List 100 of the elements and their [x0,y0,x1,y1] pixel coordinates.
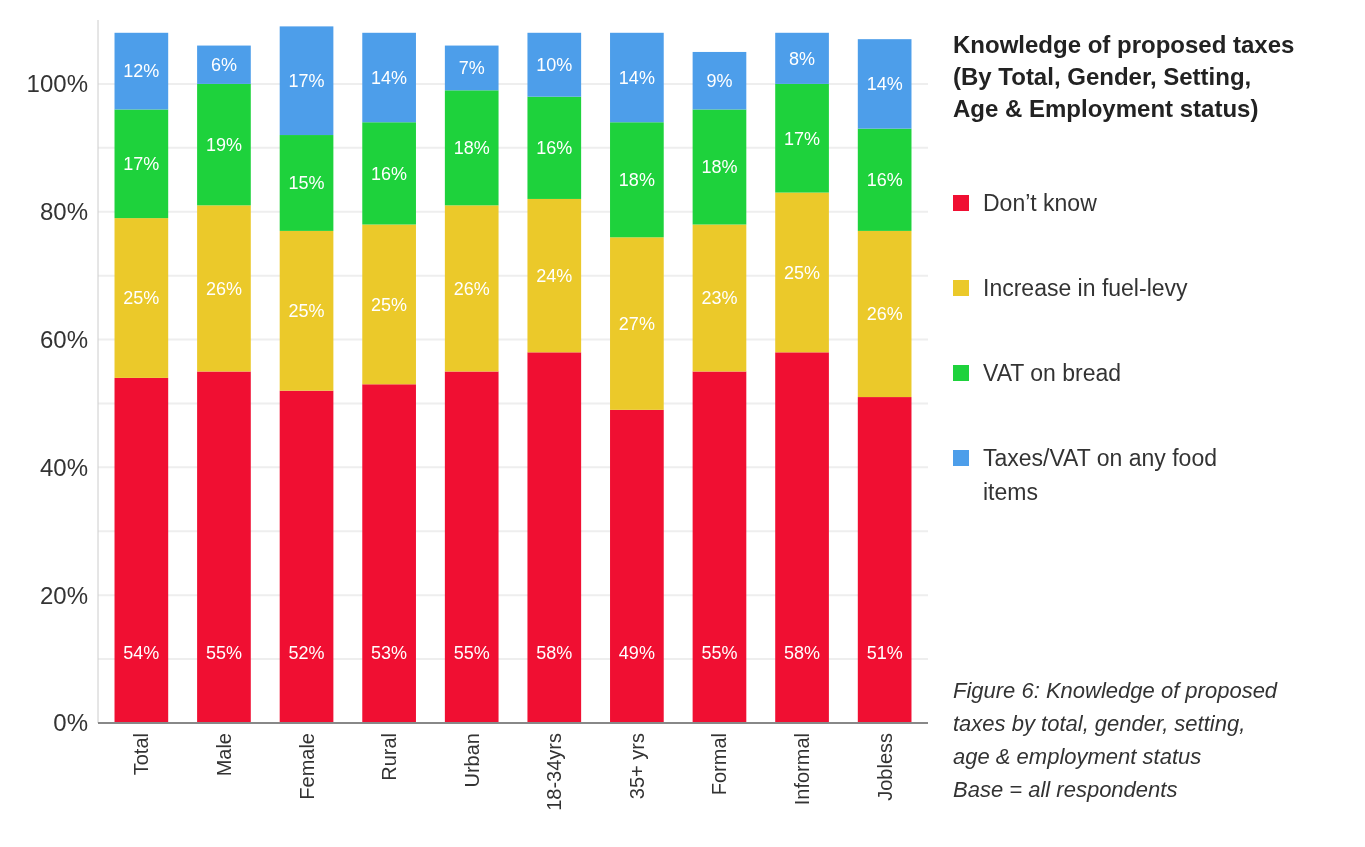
data-label: 7% [458,58,485,79]
bar [527,198,582,353]
legend-label: Taxes/VAT on any food items [983,445,1217,506]
bar [362,32,416,123]
bar [197,45,251,84]
data-label: 24% [536,265,573,286]
data-label: 25% [123,288,160,309]
data-label: 54% [123,643,160,664]
bar [279,26,334,136]
data-label: 53% [371,643,408,664]
text: Base = all respondents [953,777,1178,802]
x-tick-label: 35+ yrs [625,733,648,800]
data-label: 25% [784,262,821,283]
bar [279,390,334,723]
bar [362,224,416,385]
x-tick-label: Informal [791,733,814,806]
data-label: 23% [701,288,738,309]
bar [857,397,912,723]
data-label: 17% [123,154,160,175]
bar [444,205,499,372]
bar [775,352,829,723]
y-tick-label: 100% [26,70,88,98]
bar [197,83,251,206]
bar [197,205,251,372]
data-label: 10% [536,55,573,76]
y-tick-label: 0% [53,709,88,737]
data-label: 55% [453,643,490,664]
text: Knowledge of proposed taxes (By Total, Gender, Setting, Age & Employment status) [953,31,1295,122]
bar [692,371,747,723]
data-label: 51% [866,643,903,664]
x-tick-label: Rural [378,733,401,781]
bar [610,122,664,238]
data-label: 27% [618,313,655,334]
bar [114,377,169,723]
data-label: 8% [789,48,816,69]
bar [362,384,416,723]
data-label: 17% [288,71,325,92]
bar [527,352,582,723]
bar [775,192,829,353]
data-label: 9% [706,71,733,92]
data-label: 55% [701,643,738,664]
bar [527,32,582,97]
data-label: 18% [701,157,738,178]
data-label: 16% [866,170,903,191]
legend-label: Don’t know [983,190,1098,217]
bar [527,96,582,199]
legend-label: VAT on bread [983,360,1122,387]
data-label: 12% [123,61,160,82]
data-label: 16% [536,138,573,159]
y-tick-label: 60% [39,325,88,353]
bar [362,122,416,225]
data-label: 6% [210,55,237,76]
data-label: 17% [784,128,821,149]
x-tick-label: Urban [460,733,483,788]
bar [444,90,499,206]
data-label: 49% [618,643,655,664]
data-label: 19% [205,134,242,155]
bar [775,83,829,193]
data-label: 26% [866,304,903,325]
y-tick-label: 20% [39,581,88,609]
x-tick-label: Male [212,733,235,777]
data-label: 14% [618,67,655,88]
data-label: 25% [288,301,325,322]
bar [610,32,664,123]
data-label: 18% [618,170,655,191]
bar [857,230,912,398]
data-label: 26% [205,278,242,299]
data-label: 18% [453,138,490,159]
x-tick-label: 18-34yrs [543,733,566,811]
bar [857,39,912,129]
bar [610,237,664,410]
x-tick-label: Total [130,733,153,776]
bar [692,51,747,110]
bar [114,109,169,219]
bar [279,230,334,391]
caption: Figure 6: Knowledge of proposed taxes by total, gender, setting, age & employment status [953,678,1278,769]
legend-label: Increase in fuel-levy [983,275,1189,302]
bar [692,224,747,372]
data-label: 55% [205,643,242,664]
bar [279,135,334,231]
bar [857,128,912,231]
data-label: 14% [866,74,903,95]
bar [610,409,664,723]
data-label: 15% [288,173,325,194]
bar [114,218,169,378]
data-label: 26% [453,278,490,299]
y-tick-label: 40% [39,453,88,481]
data-label: 58% [536,643,573,664]
bar [114,32,169,110]
bar [692,109,747,225]
data-label: 16% [371,163,408,184]
x-tick-label: Jobless [873,733,896,801]
bar [197,371,251,723]
bar [444,371,499,723]
x-tick-label: Female [295,733,318,800]
data-label: 52% [288,643,325,664]
data-label: 58% [784,643,821,664]
data-label: 14% [371,67,408,88]
x-tick-label: Formal [708,733,731,796]
bar [444,45,499,91]
